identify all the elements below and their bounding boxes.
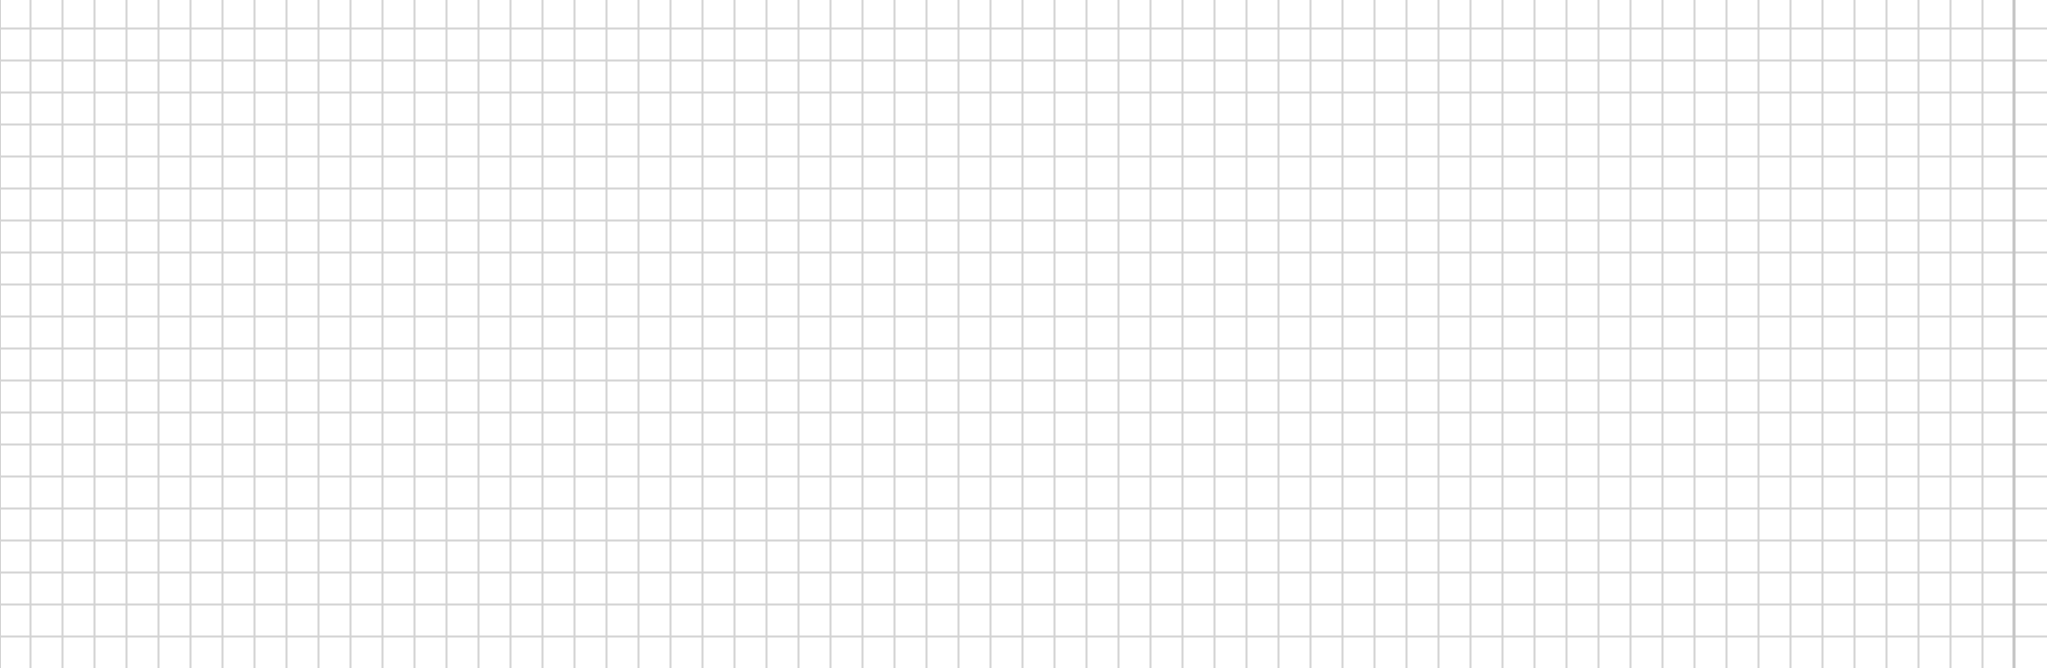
spreadsheet-grid[interactable] <box>0 0 2047 668</box>
grid-canvas <box>0 0 2047 668</box>
